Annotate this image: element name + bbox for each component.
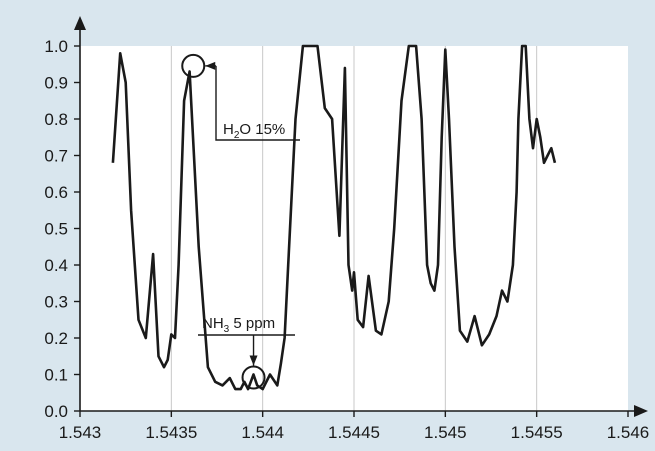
x-tick-label: 1.546 — [607, 423, 650, 442]
h2o-leader-line — [215, 65, 300, 141]
x-tick-label: 1.5435 — [145, 423, 197, 442]
y-tick-label: 0.2 — [44, 329, 68, 348]
h2o-marker-circle — [181, 53, 206, 78]
y-tick-label: 0.1 — [44, 366, 68, 385]
h2o-arrowhead — [205, 61, 216, 70]
y-tick-label: 0.0 — [44, 402, 68, 421]
y-tick-label: 0.4 — [44, 256, 68, 275]
nh3-label: NH3 5 ppm — [202, 315, 275, 335]
y-tick-label: 0.7 — [44, 147, 68, 166]
grid-lines — [170, 46, 538, 411]
y-tick-label: 0.5 — [44, 220, 68, 239]
x-tick-label: 1.545 — [424, 423, 467, 442]
x-tick-label: 1.5445 — [328, 423, 380, 442]
x-tick-label: 1.543 — [59, 423, 102, 442]
y-tick-label: 1.0 — [44, 37, 68, 56]
x-tick-label: 1.544 — [241, 423, 284, 442]
y-tick-label: 0.6 — [44, 183, 68, 202]
x-tick-label: 1.5455 — [511, 423, 563, 442]
y-tick-label: 0.8 — [44, 110, 68, 129]
y-tick-label: 0.3 — [44, 293, 68, 312]
y-axis-ticks: 0.0 0.1 0.2 0.3 0.4 0.5 0.6 0.7 0.8 0.9 1.0 — [44, 37, 80, 421]
y-tick-label: 0.9 — [44, 74, 68, 93]
y-axis-arrowhead — [74, 16, 86, 30]
x-axis-ticks: 1.543 1.5435 1.544 1.5445 1.545 1.5455 1.546 — [59, 411, 650, 442]
x-axis-arrowhead — [634, 405, 648, 417]
nh3-marker-circle — [241, 365, 266, 390]
h2o-label: H2O 15% — [223, 121, 285, 141]
series-line — [111, 44, 557, 391]
nh3-arrowhead — [249, 355, 258, 366]
